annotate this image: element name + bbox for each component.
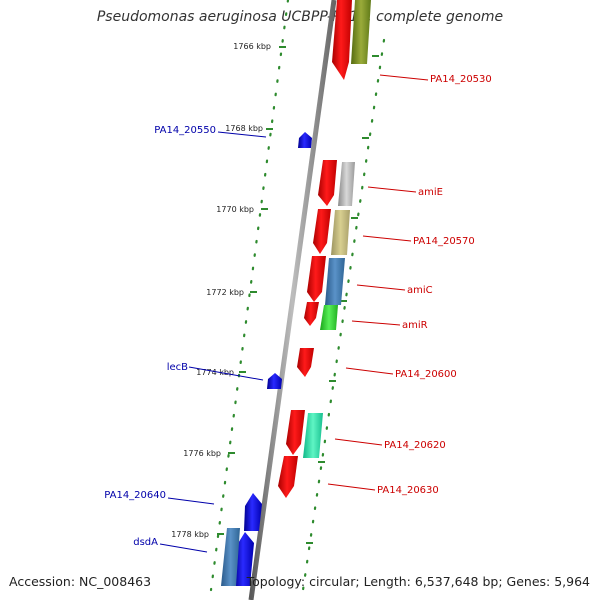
gene-arrow[interactable] — [234, 532, 254, 586]
tick-1772: 1772 kbp — [206, 288, 257, 297]
tick-1776: 1776 kbp — [183, 449, 235, 458]
gene-leader-line — [334, 438, 383, 446]
gene-arrow[interactable] — [297, 348, 314, 377]
gene-label: PA14_20640 — [104, 490, 166, 501]
gene-pa14-20620[interactable]: PA14_20620 — [286, 410, 446, 458]
gene-leader-line — [217, 131, 267, 138]
gene-pa14-20530[interactable]: PA14_20530 — [332, 0, 492, 85]
gene-leader-line — [345, 367, 394, 375]
gene-leader-line — [367, 186, 417, 193]
gene-leader-line — [159, 543, 208, 553]
tick-label: 1766 kbp — [233, 42, 271, 51]
gene-arrow-partner[interactable] — [338, 162, 355, 206]
gene-arrow-partner[interactable] — [351, 0, 371, 64]
gene-pa14-20640[interactable]: PA14_20640 — [104, 490, 262, 531]
gene-leader-line — [327, 483, 376, 491]
genome-backbone — [248, 0, 337, 600]
gene-amie[interactable]: amiE — [318, 160, 443, 206]
gene-arrow[interactable] — [244, 493, 262, 531]
gene-arrow[interactable] — [267, 373, 282, 389]
tick-1766: 1766 kbp — [233, 42, 286, 51]
gene-dsda[interactable]: dsdA — [133, 528, 254, 586]
gene-leader-line — [167, 497, 215, 505]
gene-label: amiE — [418, 187, 443, 198]
gene-leader-line — [362, 235, 412, 242]
tick-label: 1768 kbp — [225, 124, 263, 133]
map-title: Pseudomonas aeruginosa UCBPP-PA14, compl… — [96, 9, 504, 25]
gene-leader-line — [188, 366, 264, 381]
gene-amir[interactable]: amiR — [304, 302, 428, 331]
accession-text: Accession: NC_008463 — [9, 574, 152, 589]
gene-label: amiC — [407, 285, 433, 296]
gene-arrow[interactable] — [298, 132, 312, 148]
gene-amic[interactable]: amiC — [307, 256, 433, 305]
gene-label: PA14_20620 — [384, 440, 446, 451]
gene-arrow-partner[interactable] — [331, 210, 350, 255]
gene-label: PA14_20630 — [377, 485, 439, 496]
gene-arrow[interactable] — [286, 410, 305, 455]
gene-arrow-partner[interactable] — [221, 528, 240, 586]
gene-arrow[interactable] — [278, 456, 298, 498]
gene-arrow[interactable] — [304, 302, 319, 326]
gene-leader-line — [379, 74, 429, 81]
tick-label: 1774 kbp — [196, 368, 234, 377]
gene-arrow-partner[interactable] — [303, 413, 323, 458]
gene-leader-line — [356, 284, 406, 291]
tick-1768: 1768 kbp — [225, 124, 273, 133]
gene-label: dsdA — [133, 537, 158, 548]
gene-pa14-20550[interactable]: PA14_20550 — [154, 125, 312, 148]
gene-label: PA14_20550 — [154, 125, 216, 136]
tick-1778: 1778 kbp — [171, 530, 224, 539]
gene-arrow[interactable] — [307, 256, 326, 302]
gene-arrow-partner[interactable] — [320, 305, 338, 330]
tick-1770: 1770 kbp — [216, 205, 268, 214]
gene-pa14-20600[interactable]: PA14_20600 — [297, 348, 457, 380]
gene-arrow-partner[interactable] — [325, 258, 345, 305]
topology-text: Topology: circular; Length: 6,537,648 bp… — [246, 574, 590, 589]
tick-label: 1776 kbp — [183, 449, 221, 458]
gene-label: lecB — [167, 362, 188, 373]
outer-track-dashes — [306, 55, 379, 544]
gene-label: PA14_20600 — [395, 369, 457, 380]
gene-arrow[interactable] — [332, 0, 352, 80]
tick-1774: 1774 kbp — [196, 368, 246, 377]
gene-arrow[interactable] — [313, 209, 331, 254]
gene-pa14-20630[interactable]: PA14_20630 — [278, 456, 439, 498]
tick-label: 1772 kbp — [206, 288, 244, 297]
gene-label: PA14_20530 — [430, 74, 492, 85]
reverse-genes: PA14_20550 lecB PA14_20640 dsdA — [104, 125, 312, 586]
gene-label: amiR — [402, 320, 428, 331]
tick-group: 1766 kbp 1768 kbp 1770 kbp 1772 kbp 1774… — [171, 42, 286, 539]
gene-pa14-20570[interactable]: PA14_20570 — [313, 209, 475, 255]
gene-lecb[interactable]: lecB — [167, 362, 282, 389]
gene-arrow[interactable] — [318, 160, 337, 206]
tick-label: 1778 kbp — [171, 530, 209, 539]
gene-leader-line — [351, 320, 401, 326]
tick-label: 1770 kbp — [216, 205, 254, 214]
inner-track-line — [209, 0, 290, 592]
forward-genes: PA14_20530 amiE PA14_20570 amiC amiR — [278, 0, 492, 498]
gene-label: PA14_20570 — [413, 236, 475, 247]
